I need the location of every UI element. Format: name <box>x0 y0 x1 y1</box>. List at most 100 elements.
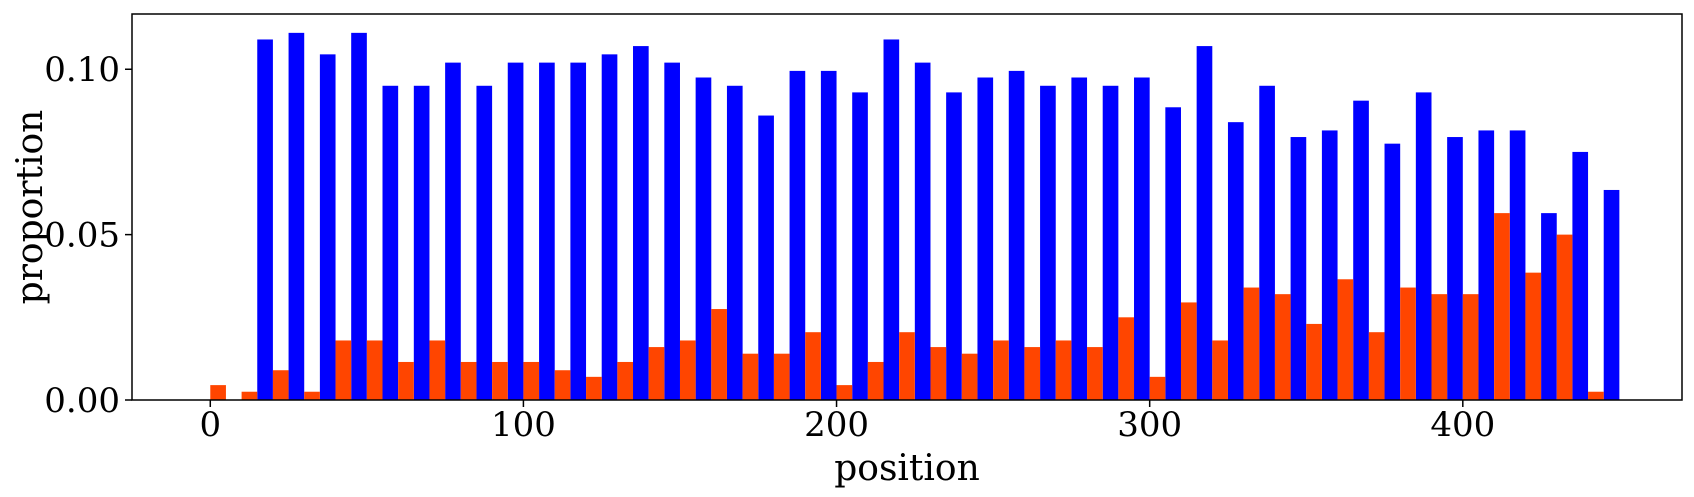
bar-series-1-190 <box>820 70 837 400</box>
bar-series-2-80 <box>460 361 477 400</box>
bar-series-1-410 <box>1509 130 1526 400</box>
bar-series-2-50 <box>366 340 383 400</box>
bar-series-1-290 <box>1134 77 1150 401</box>
x-tick-label: 0 <box>199 405 221 445</box>
bar-series-1-430 <box>1572 151 1589 400</box>
bar-series-1-10 <box>257 39 273 401</box>
bar-series-2-160 <box>711 309 727 400</box>
bar-series-1-180 <box>789 70 806 400</box>
bar-series-2-210 <box>867 361 884 400</box>
bar-series-2-320 <box>1212 340 1228 400</box>
bar-series-2-0 <box>210 385 226 400</box>
bar-series-2-90 <box>492 361 508 400</box>
bar-series-2-190 <box>805 332 821 400</box>
bar-series-1-110 <box>570 62 587 401</box>
bar-series-2-60 <box>398 361 414 400</box>
x-tick-label: 400 <box>1430 405 1495 445</box>
bar-series-1-150 <box>695 77 712 401</box>
bar-series-2-130 <box>617 361 634 400</box>
y-axis-label: proportion <box>10 110 51 305</box>
bar-series-2-100 <box>523 361 540 400</box>
bar-series-2-400 <box>1462 294 1479 400</box>
bar-series-1-20 <box>288 32 305 401</box>
bar-series-2-430 <box>1556 234 1573 400</box>
bar-series-1-250 <box>1008 70 1025 400</box>
bar-series-2-10 <box>241 391 258 400</box>
bar-series-1-380 <box>1415 92 1432 400</box>
bar-series-1-200 <box>852 92 868 400</box>
y-tick-label: 0.10 <box>44 50 120 90</box>
x-tick-label: 300 <box>1117 405 1182 445</box>
bar-series-1-260 <box>1040 85 1056 401</box>
bar-series-2-230 <box>930 347 947 400</box>
bar-series-1-40 <box>351 32 367 401</box>
bar-series-1-360 <box>1353 100 1369 400</box>
y-tick-label: 0.05 <box>44 216 120 256</box>
bar-series-2-170 <box>742 353 759 400</box>
bar-series-2-360 <box>1337 279 1354 400</box>
bar-series-1-60 <box>413 85 430 401</box>
bar-series-2-310 <box>1180 302 1197 400</box>
bar-series-1-400 <box>1478 130 1495 400</box>
bar-series-1-350 <box>1321 130 1338 400</box>
bar-series-1-230 <box>946 92 962 400</box>
bar-series-2-300 <box>1149 376 1166 400</box>
bar-series-2-140 <box>648 347 665 400</box>
bar-series-2-330 <box>1243 287 1260 400</box>
bar-series-1-120 <box>601 54 618 401</box>
bar-series-1-210 <box>883 39 900 401</box>
bar-series-1-300 <box>1165 107 1181 401</box>
bar-series-1-160 <box>726 85 743 401</box>
bar-series-2-150 <box>679 340 696 400</box>
y-tick-label: 0.00 <box>44 381 120 421</box>
bar-series-2-110 <box>554 370 571 400</box>
bar-series-1-140 <box>664 62 680 401</box>
bar-series-1-50 <box>382 85 399 401</box>
bar-series-1-420 <box>1541 213 1557 400</box>
bar-series-1-220 <box>914 62 931 401</box>
bar-series-2-120 <box>586 376 602 400</box>
bar-series-1-390 <box>1447 137 1463 400</box>
bar-series-2-240 <box>961 353 978 400</box>
bar-series-1-440 <box>1603 189 1620 400</box>
bar-series-1-340 <box>1290 137 1307 400</box>
bar-series-1-330 <box>1259 85 1275 401</box>
bar-series-1-370 <box>1384 143 1401 401</box>
bar-series-2-420 <box>1525 272 1542 400</box>
bar-series-2-220 <box>899 332 915 400</box>
bar-series-1-170 <box>758 115 774 400</box>
bar-series-2-260 <box>1024 347 1041 400</box>
bar-series-1-100 <box>539 62 555 401</box>
bar-series-2-440 <box>1588 391 1604 400</box>
bar-series-2-280 <box>1087 347 1103 400</box>
bar-series-1-70 <box>445 62 461 401</box>
x-axis-label: position <box>834 448 980 489</box>
bar-series-2-200 <box>836 385 853 400</box>
bar-series-2-370 <box>1368 332 1385 400</box>
bar-series-2-40 <box>335 340 352 400</box>
bar-series-1-280 <box>1102 85 1119 401</box>
bar-series-2-350 <box>1306 323 1322 400</box>
bar-series-2-340 <box>1274 294 1291 400</box>
bar-series-1-90 <box>507 62 524 401</box>
bar-series-1-130 <box>633 46 649 400</box>
bars-group <box>210 32 1620 401</box>
bar-series-1-270 <box>1071 77 1088 401</box>
bar-series-1-240 <box>977 77 994 401</box>
bar-series-2-380 <box>1400 287 1416 400</box>
bar-series-1-320 <box>1227 122 1244 400</box>
bar-series-2-20 <box>272 370 289 400</box>
bar-series-1-30 <box>319 54 336 401</box>
bar-series-2-390 <box>1431 294 1448 400</box>
x-tick-label: 200 <box>804 405 869 445</box>
x-tick-label: 100 <box>491 405 556 445</box>
bar-series-2-270 <box>1055 340 1072 400</box>
bar-series-2-410 <box>1494 213 1510 400</box>
bar-series-1-310 <box>1196 46 1213 400</box>
bar-series-1-80 <box>476 85 493 401</box>
x-axis: 0 100 200 300 400 <box>199 400 1495 445</box>
bar-series-2-30 <box>304 391 320 400</box>
plot-frame <box>131 13 1683 401</box>
bar-series-2-250 <box>993 340 1009 400</box>
